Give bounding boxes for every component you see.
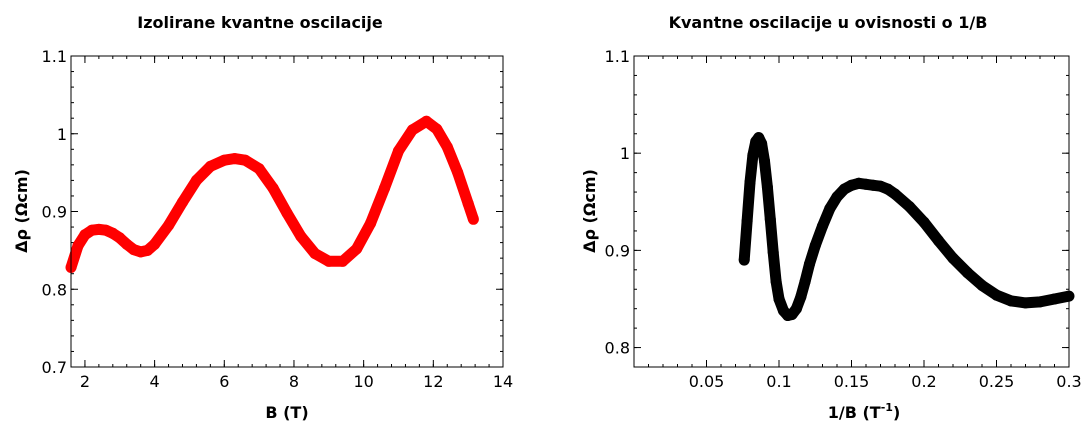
y-tick-label: 0.8: [605, 339, 630, 358]
y-tick-label: 1: [57, 125, 67, 144]
data-point: [253, 163, 265, 175]
data-point: [462, 198, 474, 210]
data-point: [1005, 295, 1017, 307]
data-point: [393, 145, 404, 157]
x-axis-label: 1/B (T-1): [828, 401, 901, 422]
y-tick-label: 0.7: [42, 358, 67, 377]
data-point: [1049, 293, 1060, 305]
data-point: [239, 154, 251, 166]
data-point: [976, 279, 988, 291]
data-point: [452, 167, 464, 179]
data-point: [420, 115, 432, 127]
data-point: [747, 149, 759, 161]
data-point: [947, 252, 959, 264]
data-point: [365, 217, 377, 229]
data-point: [918, 216, 930, 228]
data-point: [351, 243, 363, 255]
data-point: [229, 153, 241, 165]
data-point: [904, 201, 915, 213]
series-line-0: [738, 132, 1071, 321]
x-tick-label: 0.25: [979, 372, 1015, 391]
x-tick-label: 0.15: [834, 372, 870, 391]
data-point: [962, 267, 973, 279]
y-axis-label: Δρ (Ωcm): [580, 169, 599, 253]
data-point: [281, 207, 293, 219]
y-tick-label: 1: [620, 144, 630, 163]
data-point: [177, 196, 188, 208]
x-axis-label-sup: -1: [881, 401, 893, 414]
y-tick-label: 1.1: [42, 47, 67, 66]
x-tick-label: 4: [150, 372, 160, 391]
x-axis-label: B (T): [265, 403, 308, 422]
x-tick-label: 14: [493, 372, 513, 391]
data-point: [991, 289, 1002, 301]
y-tick-label: 0.9: [605, 241, 630, 260]
data-point: [1020, 297, 1031, 309]
data-point: [267, 182, 279, 194]
data-point: [295, 230, 307, 242]
chart-right: Kvantne oscilacije u ovisnosti o 1/B 0.0…: [580, 13, 1082, 422]
data-point: [933, 235, 944, 247]
x-tick-label: 0.2: [911, 372, 936, 391]
x-axis-label-main: 1/B (T: [828, 403, 881, 422]
data-point: [1034, 296, 1046, 308]
data-point: [759, 155, 770, 167]
plot-frame: [633, 55, 1070, 368]
y-axis-label: Δρ (Ωcm): [12, 169, 31, 253]
data-point: [809, 240, 821, 251]
series-line: [738, 132, 1075, 321]
chart-title: Kvantne oscilacije u ovisnosti o 1/B: [669, 13, 988, 32]
x-axis-label-end: ): [893, 403, 900, 422]
x-tick-label: 6: [219, 372, 229, 391]
data-point: [773, 293, 785, 305]
data-point: [190, 174, 202, 186]
data-point: [799, 276, 811, 287]
data-point: [889, 188, 901, 200]
data-point: [804, 258, 815, 270]
data-point: [824, 203, 836, 215]
data-point: [831, 191, 843, 203]
data-point: [337, 255, 349, 267]
data-point: [467, 213, 479, 225]
data-point: [817, 220, 828, 232]
data-point: [738, 254, 750, 266]
data-point: [756, 138, 768, 149]
ticks: 2 4 6 8 10 12 14 0.7 0.8 0.9 1 1.1: [42, 47, 514, 391]
data-point: [767, 246, 779, 258]
data-point: [441, 141, 453, 153]
y-tick-label: 1.1: [605, 47, 630, 66]
data-point: [790, 303, 802, 315]
data-point: [764, 213, 776, 225]
data-point: [149, 238, 161, 250]
x-tick-label: 2: [80, 372, 90, 391]
data-point: [741, 215, 753, 227]
data-point: [406, 124, 418, 136]
ticks: 0.05 0.1 0.15 0.2 0.25 0.3 0.8 0.9 1 1.1: [605, 47, 1082, 391]
data-point: [431, 123, 443, 135]
data-point: [744, 176, 756, 188]
chart-left: Izolirane kvantne oscilacije 2 4 6 8 10 12 14 0…: [12, 13, 513, 422]
x-tick-label: 0.05: [689, 372, 725, 391]
data-point: [309, 248, 321, 259]
data-point: [379, 182, 390, 194]
data-point: [761, 181, 773, 193]
x-tick-label: 0.3: [1056, 372, 1081, 391]
x-tick-label: 10: [353, 372, 373, 391]
x-tick-label: 12: [423, 372, 443, 391]
data-point: [72, 240, 84, 252]
x-tick-label: 0.1: [766, 372, 791, 391]
data-point: [218, 154, 230, 166]
data-point: [204, 160, 216, 172]
plot-frame: [70, 55, 504, 368]
series-line: [65, 115, 479, 273]
y-tick-label: 0.9: [42, 203, 67, 222]
data-point: [770, 276, 782, 287]
data-point: [163, 220, 174, 231]
x-tick-label: 8: [289, 372, 299, 391]
chart-title: Izolirane kvantne oscilacije: [137, 13, 383, 32]
data-point: [795, 291, 807, 303]
data-point: [323, 255, 335, 267]
y-tick-label: 0.8: [42, 280, 67, 299]
